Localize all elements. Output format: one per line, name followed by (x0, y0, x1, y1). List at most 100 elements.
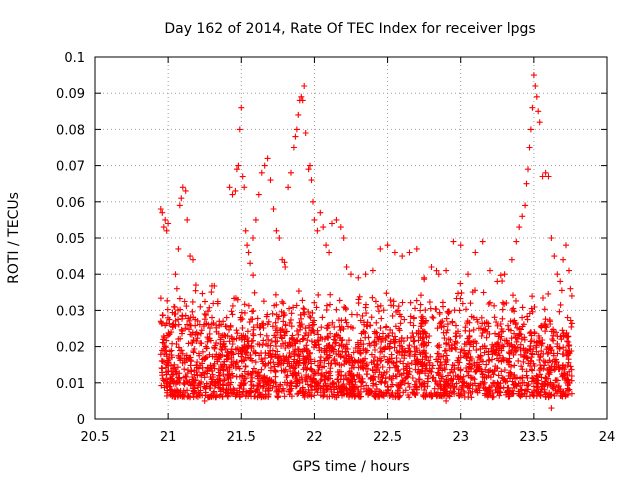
data-point (242, 227, 249, 234)
data-point (192, 287, 199, 294)
data-point (396, 342, 403, 349)
data-point (529, 104, 536, 111)
data-point (265, 387, 272, 394)
data-point (343, 359, 350, 366)
data-point (382, 324, 389, 331)
data-point (179, 313, 186, 320)
data-point (337, 327, 344, 334)
data-point (250, 348, 257, 355)
data-point (368, 359, 375, 366)
data-point (533, 339, 540, 346)
data-point (568, 292, 575, 299)
data-point (551, 363, 558, 370)
data-point (270, 206, 277, 212)
data-point (556, 308, 563, 315)
data-point (374, 303, 381, 310)
data-point (545, 370, 552, 377)
data-point (419, 317, 426, 324)
data-point (269, 323, 276, 330)
data-point (545, 290, 552, 297)
data-point (565, 349, 571, 356)
data-point (428, 264, 435, 270)
data-point (346, 337, 352, 344)
data-point (197, 340, 204, 346)
data-point (220, 318, 227, 325)
data-point (307, 382, 314, 389)
data-point (308, 360, 315, 367)
data-point (476, 387, 483, 394)
data-point (392, 336, 399, 343)
data-point (529, 367, 536, 374)
data-point (251, 289, 258, 296)
data-point (317, 358, 324, 364)
data-point (486, 384, 493, 391)
data-point (326, 393, 333, 400)
data-point (198, 378, 205, 385)
data-point (262, 361, 269, 368)
data-point (329, 345, 336, 352)
data-point (260, 379, 267, 386)
data-point (174, 393, 181, 400)
data-point (526, 393, 533, 400)
data-point (560, 344, 567, 351)
y-tick-label: 0.09 (56, 87, 85, 102)
data-point (319, 314, 326, 321)
data-point (555, 384, 561, 391)
data-point (195, 365, 202, 372)
data-point (410, 315, 417, 322)
data-point (189, 374, 196, 380)
data-point (470, 314, 477, 321)
data-point (309, 309, 316, 316)
y-tick-label: 0.05 (56, 232, 85, 247)
data-point (396, 325, 402, 332)
data-point (462, 324, 469, 331)
data-point (523, 368, 530, 375)
data-point (363, 361, 370, 367)
data-point (288, 385, 295, 392)
data-point (535, 377, 542, 384)
data-point (504, 385, 511, 391)
data-point (375, 393, 381, 400)
data-point (315, 291, 322, 298)
data-point (483, 319, 490, 326)
data-point (444, 321, 451, 328)
data-point (542, 169, 549, 176)
data-point (431, 385, 438, 392)
data-point (457, 280, 464, 287)
x-tick-label: 23 (452, 430, 469, 445)
data-point (483, 334, 490, 341)
data-point (474, 319, 481, 325)
data-point (463, 380, 470, 387)
data-point (175, 374, 182, 381)
data-point (175, 307, 181, 314)
data-point (321, 388, 328, 395)
data-point (519, 213, 526, 220)
data-point (318, 324, 325, 331)
data-point (356, 293, 363, 300)
data-point (530, 72, 537, 79)
data-point (276, 313, 282, 320)
data-point (245, 302, 252, 309)
data-point (528, 338, 535, 344)
data-point (178, 195, 185, 202)
data-point (167, 391, 174, 398)
data-point (361, 385, 367, 392)
data-point (312, 370, 319, 377)
data-point (316, 364, 323, 370)
data-point (447, 377, 454, 384)
data-point (202, 354, 209, 361)
data-point (403, 363, 410, 370)
data-point (323, 385, 330, 392)
data-point (541, 362, 548, 369)
data-point (220, 338, 227, 345)
data-point (164, 384, 171, 391)
data-point (193, 362, 200, 369)
data-point (296, 359, 303, 366)
data-point (495, 357, 502, 364)
data-point (406, 384, 413, 391)
data-point (189, 308, 196, 315)
data-point (245, 249, 252, 256)
data-point (539, 340, 546, 347)
data-point (313, 304, 320, 311)
data-point (225, 353, 232, 359)
